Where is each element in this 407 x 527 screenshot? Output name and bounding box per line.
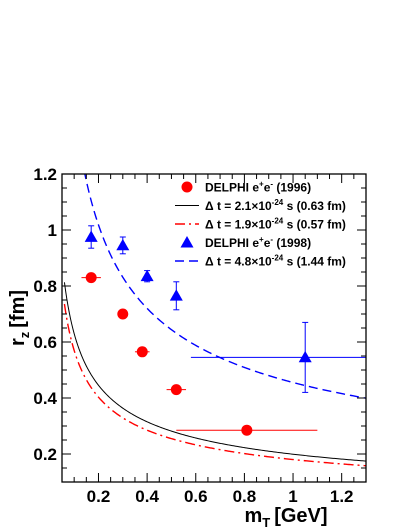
y-axis-title: rz [fm] [7, 290, 32, 346]
data-point-circle [117, 308, 129, 320]
legend-text-part: (1998) [273, 236, 311, 250]
legend-marker-triangle [180, 236, 194, 248]
legend-text-part: - [270, 180, 273, 189]
legend-entry-3: DELPHI e+e- (1998) [205, 235, 311, 250]
data-point-circle [85, 272, 97, 284]
legend: DELPHI e+e- (1996)Δ t = 2.1×10-24 s (0.6… [175, 180, 346, 269]
legend-text-part: + [259, 235, 264, 244]
legend-text-part: s (0.57 fm) [283, 218, 346, 232]
legend-marker-circle [181, 181, 193, 193]
y-tick-label: 0.8 [33, 277, 57, 296]
legend-text-part: -24 [272, 217, 284, 226]
legend-text-part: + [259, 180, 264, 189]
y-tick-label: 0.6 [33, 333, 57, 352]
legend-text-part: Δ t = 2.1×10 [205, 199, 272, 213]
legend-entry-1: Δ t = 2.1×10-24 s (0.63 fm) [205, 198, 346, 213]
data-point-triangle [84, 230, 98, 242]
curve-4 [84, 174, 366, 399]
x-tick-label: 0.8 [233, 487, 257, 506]
legend-entry-2: Δ t = 1.9×10-24 s (0.57 fm) [205, 217, 346, 232]
legend-text-part: e [264, 181, 271, 195]
legend-text-part: DELPHI e [205, 181, 259, 195]
legend-entry-4: Δ t = 4.8×10-24 s (1.44 fm) [205, 254, 346, 269]
curve-2 [63, 303, 366, 467]
legend-text-part: s (0.63 fm) [283, 199, 346, 213]
x-axis-title: mT [GeV] [244, 505, 327, 527]
legend-text-part: DELPHI e [205, 236, 259, 250]
y-tick-label: 0.2 [33, 445, 57, 464]
legend-text-part: Δ t = 4.8×10 [205, 255, 272, 269]
x-axis-symbol: m [244, 505, 262, 527]
data-point-circle [170, 384, 182, 396]
data-point-triangle [169, 289, 183, 301]
y-tick-label: 1.2 [33, 165, 57, 184]
y-tick-label: 0.4 [33, 389, 57, 408]
data-point-triangle [140, 269, 154, 282]
legend-text-part: -24 [272, 254, 284, 263]
legend-text-part: s (1.44 fm) [283, 255, 346, 269]
points-layer [81, 225, 366, 436]
x-axis-subscript: T [262, 515, 270, 527]
data-point-circle [136, 346, 148, 358]
legend-text-part: e [264, 236, 271, 250]
y-tick-label: 1 [48, 221, 57, 240]
x-tick-label: 0.4 [135, 487, 159, 506]
data-point-triangle [298, 350, 312, 363]
legend-text-part: Δ t = 1.9×10 [205, 218, 272, 232]
ticks-layer: 0.2 0.4 0.6 0.8 1 1.2 0.2 0.4 0.6 0.8 1 1.2 [33, 165, 367, 506]
legend-text-part: (1996) [273, 181, 311, 195]
legend-text-part: - [270, 235, 273, 244]
y-axis-symbol: r [7, 338, 29, 346]
curve-1 [63, 282, 366, 462]
x-tick-label: 0.2 [87, 487, 111, 506]
data-point-triangle [116, 238, 130, 251]
y-axis-subscript: z [17, 331, 32, 338]
curves-layer [63, 174, 366, 467]
x-tick-label: 1.2 [330, 487, 354, 506]
x-tick-label: 1 [288, 487, 297, 506]
legend-text-part: -24 [272, 198, 284, 207]
y-axis-unit: [fm] [7, 290, 29, 328]
data-point-circle [241, 424, 253, 436]
legend-entry-0: DELPHI e+e- (1996) [205, 180, 311, 195]
x-tick-label: 0.6 [184, 487, 208, 506]
x-axis-unit: [GeV] [274, 505, 327, 527]
